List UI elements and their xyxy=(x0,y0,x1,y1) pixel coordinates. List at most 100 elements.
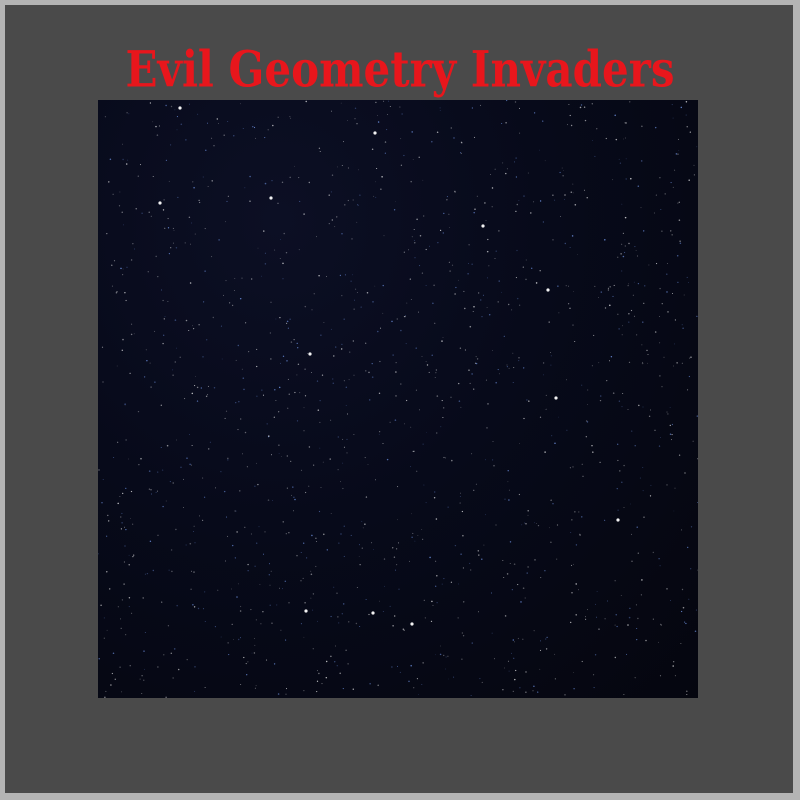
star xyxy=(341,233,343,235)
star xyxy=(359,626,361,628)
star xyxy=(323,322,325,324)
star xyxy=(539,269,541,272)
star xyxy=(220,325,222,327)
star xyxy=(628,321,630,323)
star xyxy=(421,356,423,357)
star xyxy=(534,559,536,561)
star xyxy=(542,120,544,122)
star xyxy=(300,469,303,471)
star xyxy=(571,519,573,521)
star xyxy=(502,689,504,691)
star xyxy=(685,114,687,116)
star xyxy=(460,553,462,555)
star xyxy=(262,611,264,613)
star xyxy=(495,381,497,384)
star xyxy=(509,541,512,543)
star xyxy=(623,464,625,467)
star xyxy=(548,321,550,323)
star xyxy=(570,621,572,624)
star xyxy=(194,233,196,235)
star xyxy=(469,325,472,328)
star xyxy=(160,447,162,449)
star xyxy=(201,519,204,522)
star xyxy=(400,164,403,166)
star xyxy=(347,120,348,122)
star xyxy=(399,106,401,108)
star xyxy=(194,666,196,668)
star xyxy=(508,670,510,672)
star xyxy=(614,114,616,117)
star xyxy=(150,493,153,495)
star xyxy=(193,606,196,608)
star xyxy=(591,103,593,105)
star xyxy=(503,335,505,337)
star xyxy=(354,299,355,301)
game-canvas[interactable] xyxy=(98,100,698,698)
star xyxy=(491,187,494,189)
star xyxy=(643,302,645,304)
star xyxy=(428,245,431,247)
star xyxy=(605,137,607,140)
star xyxy=(274,389,276,391)
star xyxy=(237,429,239,431)
star xyxy=(124,291,126,294)
star xyxy=(150,215,152,217)
star xyxy=(148,211,150,213)
star xyxy=(318,672,320,675)
star xyxy=(134,248,135,250)
star xyxy=(122,143,123,145)
star xyxy=(621,334,623,336)
star xyxy=(569,247,571,248)
star xyxy=(477,550,480,552)
star xyxy=(377,330,379,333)
star xyxy=(384,585,386,587)
star xyxy=(621,203,623,205)
star xyxy=(460,152,461,154)
star xyxy=(280,239,281,241)
star xyxy=(523,417,525,420)
star xyxy=(335,346,337,348)
star xyxy=(655,194,657,196)
star xyxy=(403,251,405,253)
star xyxy=(518,200,520,201)
star xyxy=(442,337,444,339)
star xyxy=(642,406,644,408)
star xyxy=(167,300,169,302)
star xyxy=(504,498,506,500)
star xyxy=(206,122,209,124)
star xyxy=(312,593,315,595)
star xyxy=(572,192,574,194)
star xyxy=(395,201,396,203)
star xyxy=(299,392,301,394)
star xyxy=(464,349,466,351)
star xyxy=(519,443,520,444)
star xyxy=(550,500,552,501)
star xyxy=(621,243,623,245)
star xyxy=(185,319,188,322)
star xyxy=(257,483,259,486)
star xyxy=(486,306,488,309)
star xyxy=(104,696,106,698)
star xyxy=(515,669,517,672)
star xyxy=(284,580,287,583)
star xyxy=(673,510,675,512)
star xyxy=(384,152,386,154)
star xyxy=(577,589,580,591)
star xyxy=(525,523,527,525)
star xyxy=(185,544,187,546)
star xyxy=(162,505,164,508)
star xyxy=(285,251,288,254)
star xyxy=(120,618,121,620)
star xyxy=(572,466,574,468)
star xyxy=(298,177,300,179)
star xyxy=(631,430,633,432)
star xyxy=(585,420,588,422)
star xyxy=(437,242,439,244)
star xyxy=(356,221,358,223)
star xyxy=(345,405,347,406)
star xyxy=(433,496,436,499)
star xyxy=(636,638,638,641)
star xyxy=(546,636,548,639)
star xyxy=(378,392,381,394)
star xyxy=(373,549,374,550)
